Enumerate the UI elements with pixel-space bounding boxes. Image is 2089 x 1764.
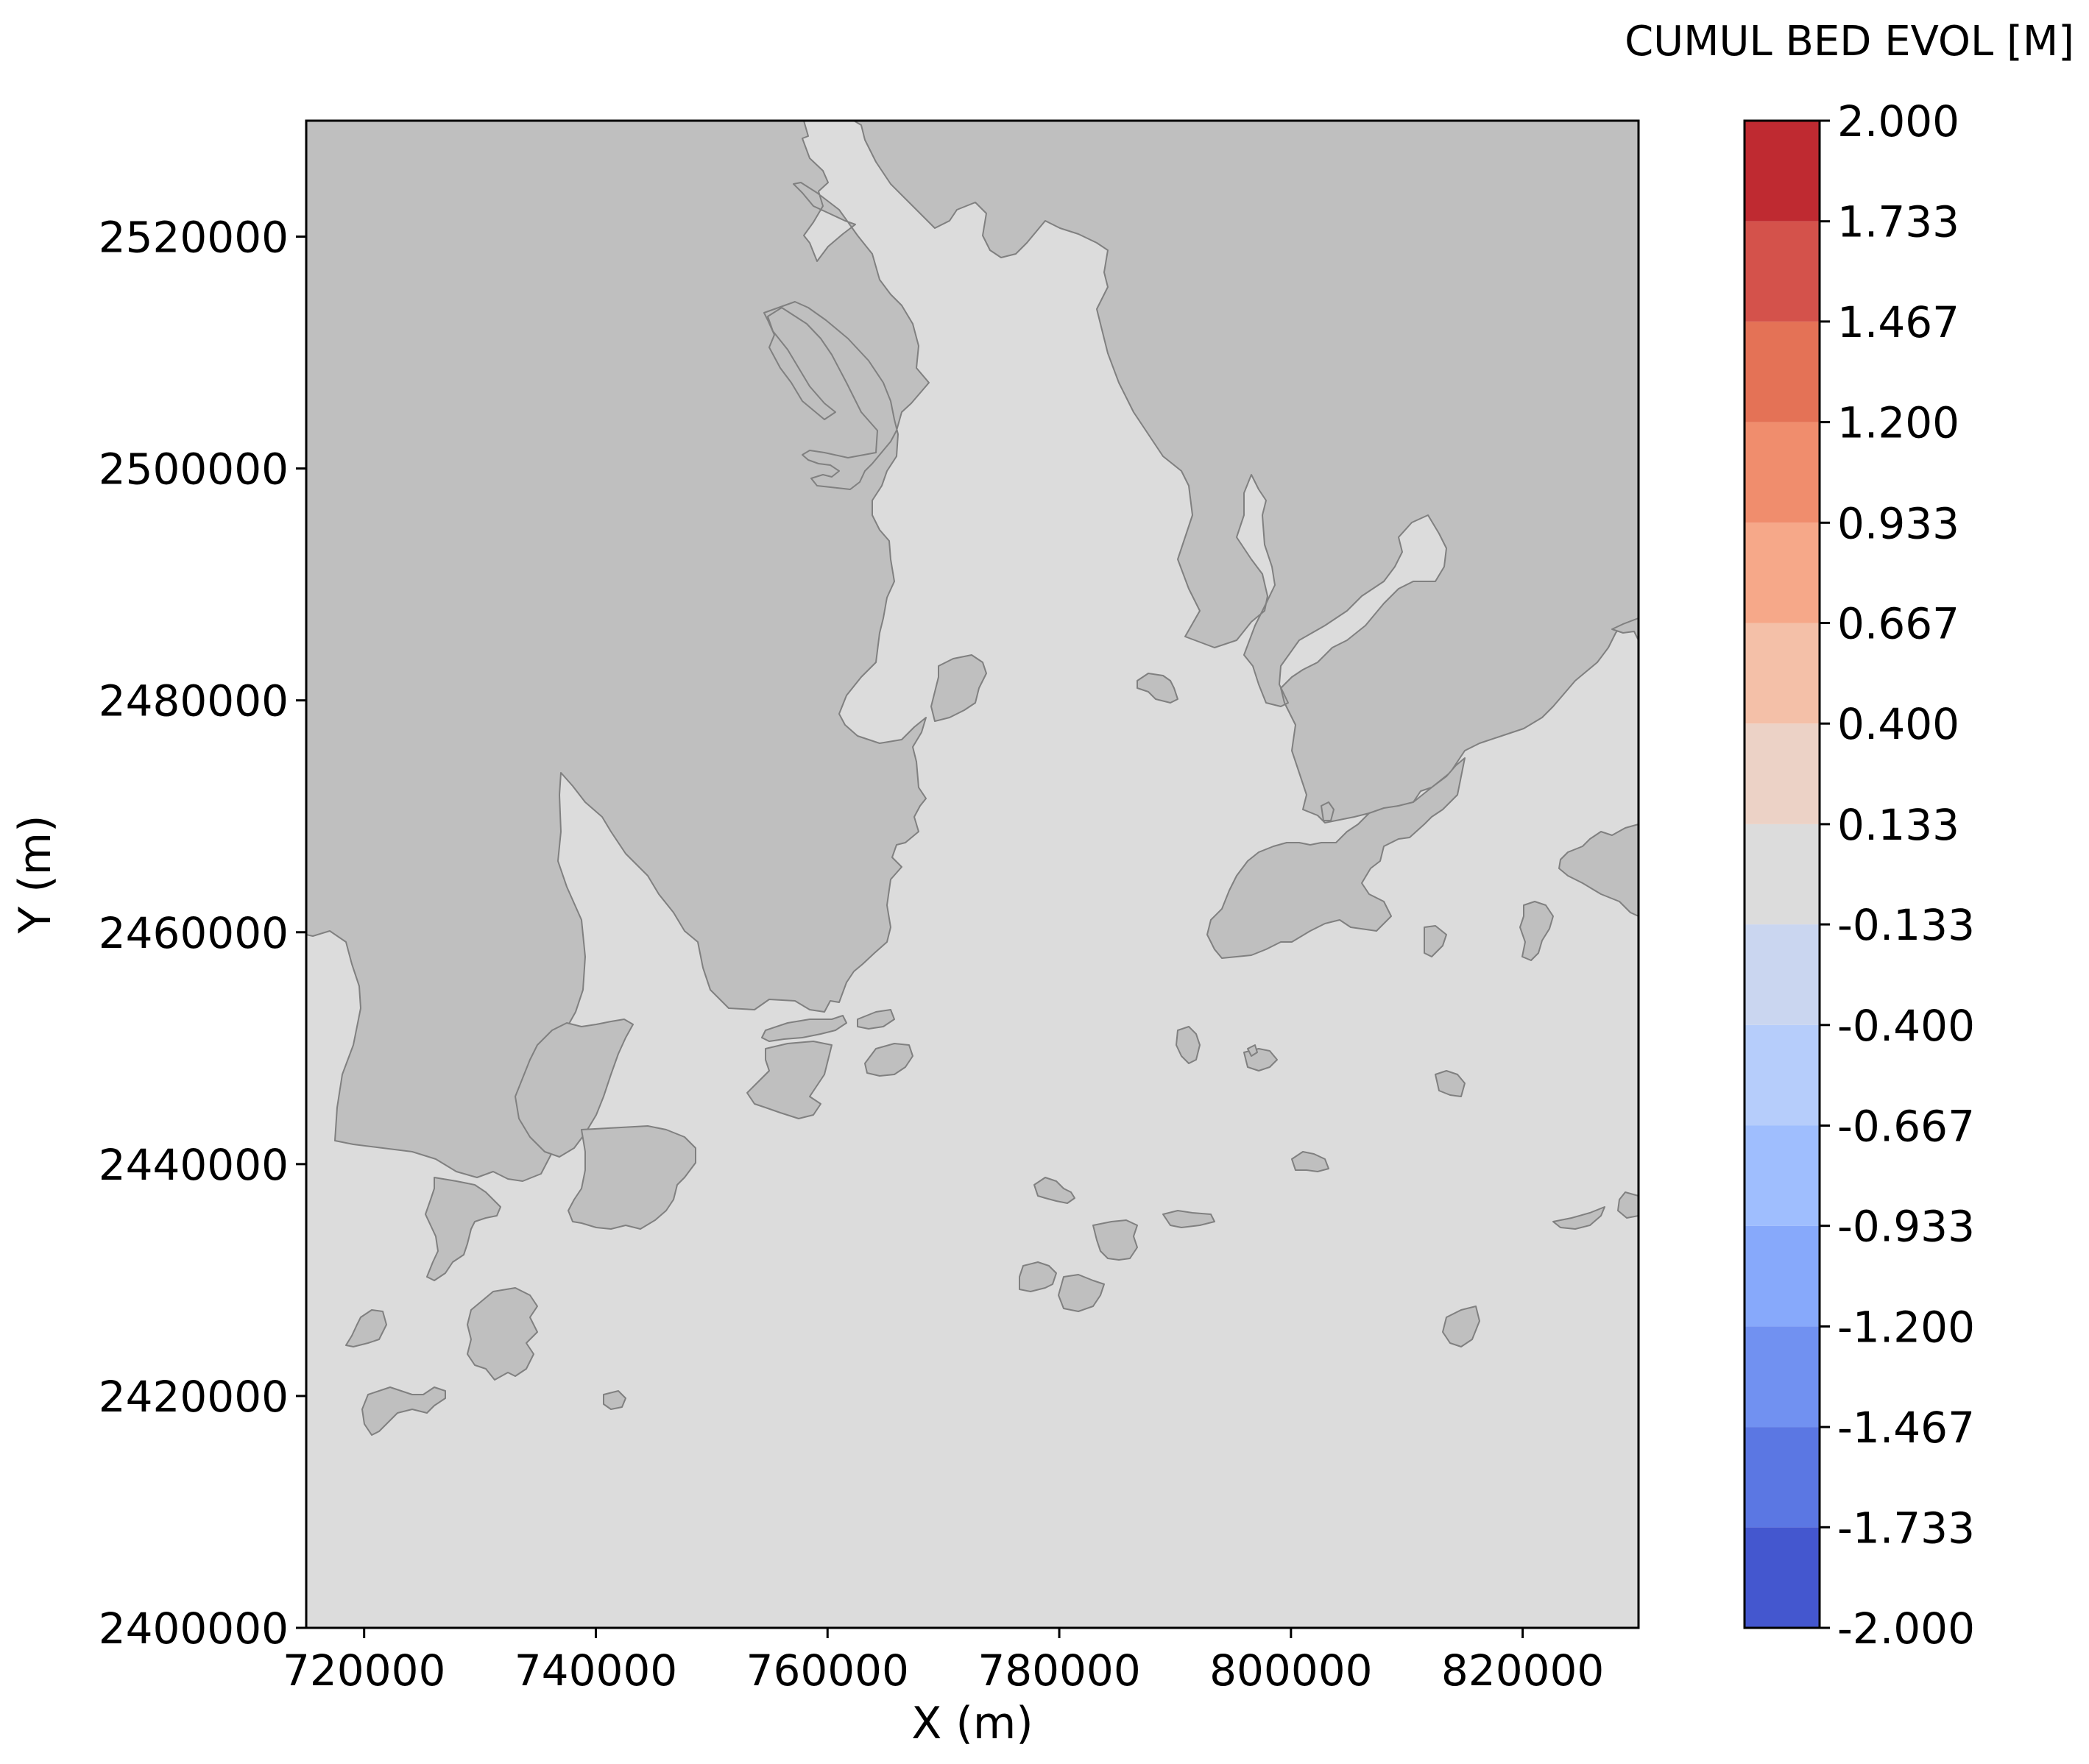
x-axis-label: X (m) [911,1698,1033,1749]
colorbar-band [1745,623,1820,724]
land-island-mid-1 [746,1041,833,1119]
land-large-island-east [1206,757,1466,959]
land-island-north-2 [1137,673,1178,704]
land-island-e-6 [1424,925,1447,957]
land-island-south-5 [1162,1210,1215,1228]
colorbar-band [1745,321,1820,422]
land-island-south-4 [1033,1177,1075,1204]
x-tick-label: 780000 [978,1646,1140,1696]
land-island-west-2 [568,1125,696,1230]
plot-frame [305,119,1640,1629]
colorbar-band [1745,723,1820,824]
colorbar-band [1745,221,1820,322]
map-plot-area [305,119,1640,1629]
colorbar-band [1745,1527,1820,1628]
colorbar-tick-label: 2.000 [1837,96,1959,146]
colorbar-tick-label: 0.133 [1837,800,1959,850]
colorbar-band [1745,523,1820,623]
land-mask [305,120,1639,1436]
y-tick-label: 2420000 [99,1372,289,1422]
land-island-south-3 [1092,1219,1138,1261]
x-axis: 720000 740000 760000 780000 800000 820000 [283,1628,1604,1696]
y-tick-label: 2520000 [99,213,289,263]
colorbar-band [1745,121,1820,222]
land-island-west-5 [345,1309,387,1347]
colorbar-tick-label: -2.000 [1837,1604,1975,1654]
x-tick-label: 760000 [746,1646,909,1696]
land-island-se-1 [1552,1206,1605,1230]
land-island-e-8 [1176,1026,1201,1064]
colorbar-frame [1743,119,1821,1629]
colorbar-band [1745,1225,1820,1327]
land-island-mid-4 [864,1043,913,1077]
x-tick-label: 740000 [515,1646,677,1696]
y-tick-label: 2460000 [99,908,289,958]
y-axis: 2400000 2420000 2440000 2460000 2480000 25000… [99,213,306,1654]
colorbar-tick-label: -1.467 [1837,1403,1975,1453]
land-island-mid-3 [857,1009,895,1030]
land-northwest-mainland [305,120,930,1182]
land-island-west-3 [467,1287,538,1381]
colorbar-band [1745,422,1820,523]
land-island-e-11 [603,1390,626,1410]
colorbar-tick-label: -1.733 [1837,1503,1975,1553]
colorbar-band [1745,1125,1820,1226]
land-island-north-1 [930,654,987,722]
colorbar-title: CUMUL BED EVOL [M] [1625,18,2074,65]
colorbar-tick-label: 0.933 [1837,498,1959,548]
land-island-zhuhai-north [515,1019,634,1158]
x-tick-label: 820000 [1441,1646,1604,1696]
colorbar-band [1745,1427,1820,1528]
land-island-se-5 [1519,901,1554,961]
land-island-south-2 [1058,1274,1105,1312]
colorbar-tick-label: -1.200 [1837,1302,1975,1352]
land-island-south-1 [1019,1261,1057,1292]
colorbar-tick-label: -0.400 [1837,1001,1975,1051]
y-tick-label: 2500000 [99,444,289,495]
colorbar-tick-label: 1.200 [1837,398,1959,448]
colorbar-tick-label: 0.667 [1837,598,1959,648]
land-island-se-3 [1291,1151,1329,1172]
land-island-west-4 [361,1386,446,1436]
colorbar-tick-label: 1.733 [1837,197,1959,247]
land-island-e-10 [1247,1044,1258,1057]
y-tick-label: 2480000 [99,676,289,726]
land-island-mid-2 [761,1015,847,1042]
colorbar-tick-label: -0.933 [1837,1202,1975,1252]
colorbar-band [1745,823,1820,925]
land-island-west-1 [425,1177,501,1281]
y-tick-label: 2440000 [99,1140,289,1190]
colorbar-tick-label: -0.667 [1837,1102,1975,1152]
x-tick-label: 720000 [283,1646,445,1696]
y-tick-label: 2400000 [99,1604,289,1654]
x-tick-label: 800000 [1209,1646,1372,1696]
land-east-peninsula [1558,823,1639,917]
colorbar-tick-label: -0.133 [1837,900,1975,950]
land-island-se-4 [1435,1070,1466,1097]
land-island-e-9 [1321,801,1335,821]
colorbar-band [1745,924,1820,1025]
land-island-se-2 [1442,1306,1480,1347]
colorbar: -2.000 -1.733 -1.467 -1.200 -0.933 -0.667 -0.4… [1743,96,1975,1654]
colorbar-tick-label: 1.467 [1837,297,1959,347]
y-axis-label: Y (m) [10,815,61,935]
colorbar-band [1745,1326,1820,1428]
colorbar-band [1745,1024,1820,1126]
colorbar-tick-label: 0.400 [1837,699,1959,749]
